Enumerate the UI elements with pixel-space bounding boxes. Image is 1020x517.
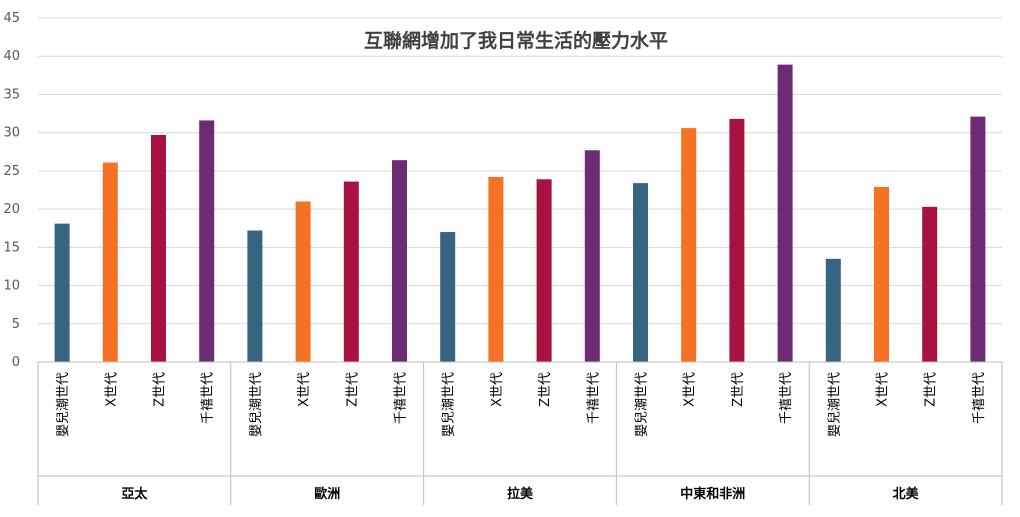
y-tick-label: 5	[12, 317, 20, 332]
group-label: 亞太	[121, 486, 148, 502]
category-label: 嬰兒潮世代	[442, 372, 457, 437]
category-label: 千禧世代	[779, 372, 794, 424]
category-label: X世代	[490, 372, 505, 407]
group-label: 北美	[893, 486, 920, 502]
y-tick-label: 35	[3, 87, 20, 102]
y-tick-label: 25	[3, 164, 20, 179]
category-label: Z世代	[924, 372, 939, 407]
bar	[295, 201, 311, 362]
bar	[970, 116, 986, 362]
bar	[874, 186, 889, 362]
group-label: 歐洲	[314, 486, 340, 502]
group-label: 拉美	[507, 486, 534, 502]
category-label: Z世代	[731, 372, 746, 407]
category-label: 嬰兒潮世代	[56, 372, 71, 437]
category-label: X世代	[876, 372, 891, 407]
bar	[199, 120, 215, 363]
category-label: X世代	[297, 372, 312, 407]
y-tick-label: 15	[3, 240, 20, 255]
category-label: Z世代	[153, 372, 168, 407]
bar	[584, 150, 600, 362]
y-tick-label: 30	[3, 126, 20, 141]
y-axis-ticks: 0 5 10 15 20 25 30 35 40 45	[3, 11, 20, 370]
category-label: 嬰兒潮世代	[635, 372, 650, 437]
bar	[825, 258, 841, 362]
bar	[777, 64, 793, 363]
category-label: 嬰兒潮世代	[827, 372, 842, 437]
category-label: X世代	[683, 372, 698, 407]
category-label: 嬰兒潮世代	[249, 372, 264, 437]
bar	[922, 206, 938, 362]
y-tick-label: 20	[3, 202, 20, 217]
y-tick-label: 0	[12, 355, 20, 370]
bar	[681, 128, 697, 362]
bar	[633, 183, 648, 362]
y-tick-label: 10	[3, 279, 20, 294]
y-tick-label: 40	[3, 49, 20, 64]
category-label: 千禧世代	[586, 372, 601, 424]
category-label: 千禧世代	[394, 372, 409, 424]
category-label: Z世代	[538, 372, 553, 407]
chart-title: 互聯網增加了我日常生活的壓力水平	[364, 29, 668, 52]
bar	[102, 162, 118, 362]
bar	[536, 179, 552, 362]
bar	[440, 232, 456, 362]
bar	[392, 160, 407, 362]
category-label: Z世代	[345, 372, 360, 407]
bar	[54, 223, 70, 362]
y-tick-label: 45	[3, 11, 20, 26]
bar	[343, 181, 359, 362]
bar	[488, 177, 504, 362]
bar	[729, 118, 745, 362]
bars	[54, 64, 986, 363]
bar	[151, 134, 166, 362]
gridlines	[38, 17, 1002, 363]
category-label: 千禧世代	[972, 372, 987, 424]
category-label: X世代	[104, 372, 119, 407]
category-label: 千禧世代	[201, 372, 216, 424]
group-label: 中東和非洲	[680, 486, 745, 502]
bar	[247, 230, 263, 362]
